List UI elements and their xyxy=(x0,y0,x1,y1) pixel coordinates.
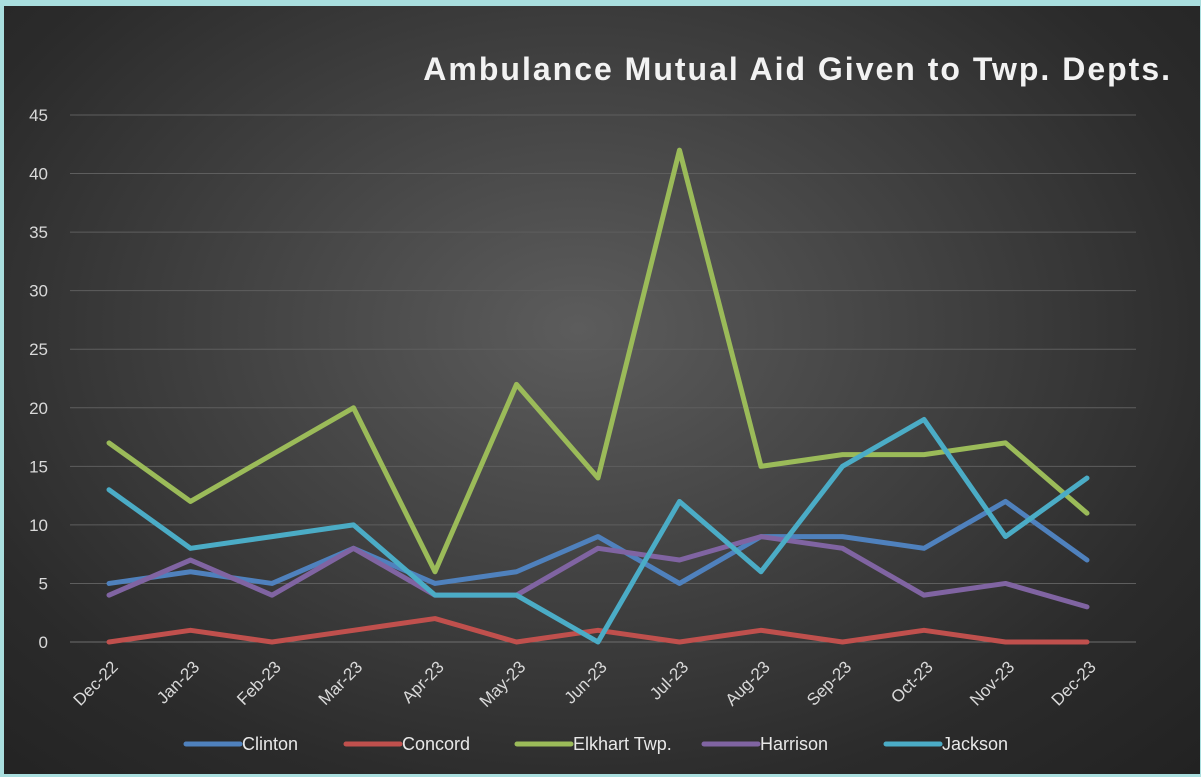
y-tick-label: 45 xyxy=(29,106,48,125)
series-line-elkhart-twp xyxy=(106,147,1090,575)
x-tick-label: Dec-23 xyxy=(1048,657,1100,709)
x-tick-label: Feb-23 xyxy=(233,657,285,709)
y-tick-label: 40 xyxy=(29,165,48,184)
chart-frame: Ambulance Mutual Aid Given to Twp. Depts… xyxy=(4,6,1200,774)
y-tick-label: 0 xyxy=(39,633,48,652)
series-line-jackson xyxy=(106,416,1090,645)
y-axis-ticks: 0 5 10 15 20 25 30 35 40 45 xyxy=(29,106,48,652)
x-axis-ticks: Dec-22 Jan-23 Feb-23 Mar-23 Apr-23 May-23 Jun-… xyxy=(70,657,1100,711)
legend-label: Concord xyxy=(402,734,470,754)
series-line-clinton xyxy=(106,498,1090,586)
y-tick-label: 10 xyxy=(29,516,48,535)
x-tick-label: Nov-23 xyxy=(966,657,1018,709)
series-line-concord xyxy=(106,616,1090,645)
x-tick-label: Aug-23 xyxy=(722,657,774,709)
legend-label: Elkhart Twp. xyxy=(573,734,672,754)
x-tick-label: Jul-23 xyxy=(646,657,692,703)
x-tick-label: Apr-23 xyxy=(398,657,448,707)
x-tick-label: Jan-23 xyxy=(153,657,203,707)
y-tick-label: 25 xyxy=(29,340,48,359)
y-tick-label: 30 xyxy=(29,282,48,301)
x-tick-label: Mar-23 xyxy=(315,657,367,709)
y-tick-label: 35 xyxy=(29,223,48,242)
y-tick-label: 20 xyxy=(29,399,48,418)
x-tick-label: Dec-22 xyxy=(70,657,122,709)
legend-label: Harrison xyxy=(760,734,828,754)
series-line-harrison xyxy=(106,534,1090,610)
legend-label: Clinton xyxy=(242,734,298,754)
x-tick-label: May-23 xyxy=(476,657,530,711)
y-tick-label: 5 xyxy=(39,574,48,593)
legend-label: Jackson xyxy=(942,734,1008,754)
y-tick-label: 15 xyxy=(29,457,48,476)
x-tick-label: Oct-23 xyxy=(887,657,937,707)
chart-title: Ambulance Mutual Aid Given to Twp. Depts… xyxy=(423,51,1172,87)
x-tick-label: Sep-23 xyxy=(803,657,855,709)
gridlines xyxy=(70,114,1136,643)
legend: Clinton Concord Elkhart Twp. Harrison Jackso… xyxy=(183,734,1008,754)
x-tick-label: Jun-23 xyxy=(561,657,611,707)
line-chart: Ambulance Mutual Aid Given to Twp. Depts… xyxy=(29,51,1172,754)
series-lines xyxy=(106,147,1090,645)
